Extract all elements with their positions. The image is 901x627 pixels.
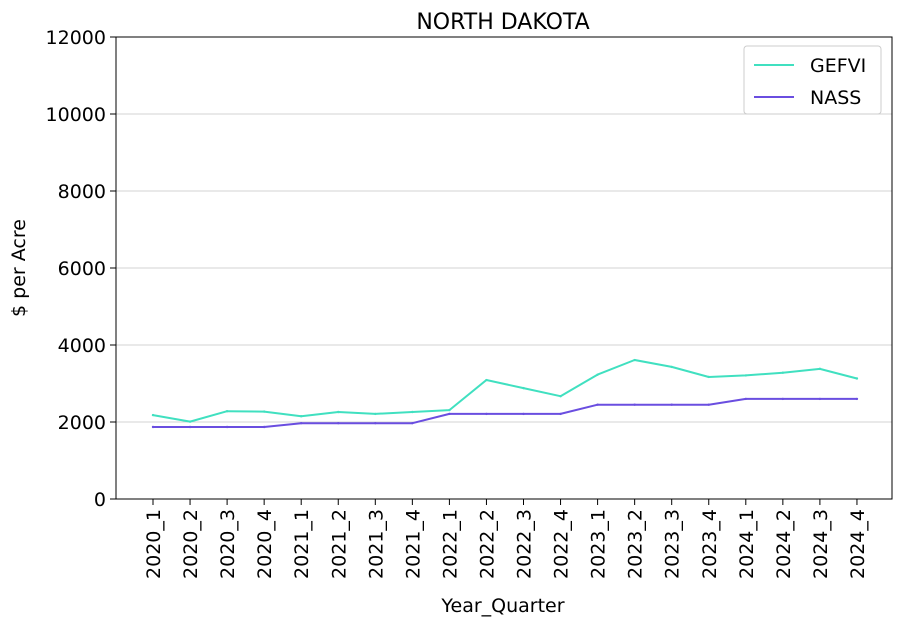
data-point-gefvi	[485, 378, 488, 382]
y-tick-label: 12000	[46, 27, 106, 49]
data-point-nass	[225, 425, 229, 429]
data-point-nass	[374, 421, 377, 425]
y-tick-label: 8000	[58, 181, 106, 203]
data-point-nass	[559, 412, 562, 416]
series-line-nass	[153, 397, 857, 428]
data-point-nass	[781, 397, 785, 401]
data-point-nass	[633, 403, 636, 406]
x-tick-label: 2022_4	[551, 509, 573, 579]
y-tick-label: 6000	[58, 258, 106, 280]
legend: GEFVI NASS	[743, 45, 882, 115]
y-tick-label: 0	[94, 489, 106, 511]
data-point-nass	[188, 425, 192, 429]
series-lines	[151, 358, 859, 429]
data-point-nass	[337, 421, 340, 425]
x-axis-label: Year_Quarter	[440, 595, 564, 617]
x-tick-label: 2021_2	[328, 509, 350, 579]
x-tick-label: 2023_2	[625, 509, 647, 579]
legend-label: GEFVI	[810, 55, 866, 77]
y-tick-label: 4000	[58, 335, 106, 357]
data-point-gefvi	[374, 412, 377, 416]
data-point-gefvi	[448, 408, 451, 412]
data-point-gefvi	[781, 371, 785, 374]
data-point-nass	[151, 425, 155, 429]
data-point-nass	[596, 403, 599, 406]
y-tick-label: 2000	[58, 412, 106, 434]
x-tick-label: 2024_4	[847, 509, 869, 579]
y-tick-label: 10000	[46, 104, 106, 126]
data-point-nass	[522, 412, 525, 416]
data-point-gefvi	[596, 373, 599, 376]
data-point-gefvi	[855, 377, 859, 380]
data-point-gefvi	[559, 395, 562, 398]
data-point-nass	[411, 421, 414, 425]
data-point-nass	[818, 397, 822, 401]
x-tick-label: 2023_1	[588, 509, 610, 579]
x-tick-label: 2023_3	[662, 509, 684, 579]
data-point-gefvi	[522, 386, 525, 390]
data-point-gefvi	[633, 358, 636, 362]
data-point-nass	[707, 403, 710, 406]
data-point-nass	[670, 403, 673, 406]
data-point-gefvi	[337, 410, 340, 414]
data-point-gefvi	[707, 375, 710, 379]
data-point-gefvi	[300, 415, 303, 418]
x-tick-label: 2022_1	[439, 509, 461, 579]
data-point-gefvi	[818, 367, 822, 371]
x-tick-label: 2020_3	[217, 509, 239, 579]
legend-label: NASS	[810, 87, 861, 109]
x-tick-label: 2021_3	[365, 509, 387, 579]
y-axis-label: $ per Acre	[8, 219, 30, 317]
data-point-gefvi	[151, 413, 155, 417]
data-point-gefvi	[262, 410, 266, 413]
data-point-nass	[448, 412, 451, 416]
x-axis: 2020_1 2020_2 2020_3 2020_4 2021_1 2021_2 2021…	[143, 499, 869, 579]
x-tick-label: 2020_4	[254, 509, 276, 579]
data-point-gefvi	[225, 410, 229, 413]
x-tick-label: 2022_3	[514, 509, 536, 579]
data-point-gefvi	[744, 374, 747, 377]
data-point-gefvi	[670, 365, 673, 369]
x-tick-label: 2022_2	[476, 509, 498, 579]
x-tick-label: 2021_4	[402, 509, 424, 579]
x-tick-label: 2024_1	[736, 509, 758, 579]
chart-title: NORTH DAKOTA	[416, 10, 589, 35]
data-point-nass	[300, 421, 303, 425]
data-point-nass	[855, 397, 859, 401]
data-point-gefvi	[411, 410, 414, 414]
x-tick-label: 2024_2	[773, 509, 795, 579]
x-tick-label: 2020_2	[180, 509, 202, 579]
x-tick-label: 2020_1	[143, 509, 165, 579]
grid-lines	[116, 113, 892, 423]
x-tick-label: 2023_4	[699, 509, 721, 579]
series-line-gefvi	[152, 359, 858, 423]
data-point-nass	[744, 397, 747, 401]
x-tick-label: 2021_1	[291, 509, 313, 579]
data-point-gefvi	[188, 420, 192, 423]
x-tick-label: 2024_3	[810, 509, 832, 579]
y-axis: 0 2000 4000 6000 8000 10000 12000	[46, 27, 116, 511]
data-point-nass	[485, 412, 488, 416]
data-point-nass	[262, 425, 266, 429]
